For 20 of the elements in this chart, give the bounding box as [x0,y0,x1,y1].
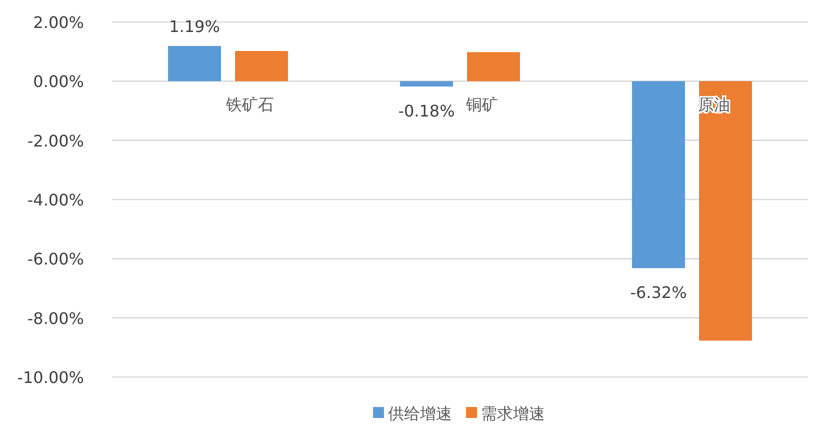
y-tick-label: -10.00% [17,368,84,387]
data-label: -6.32% [630,283,687,302]
bar [632,81,685,268]
y-tick-label: -8.00% [27,308,84,328]
y-tick-label: 0.00% [33,72,84,92]
bar [235,50,288,82]
x-tick-label: 铁矿石 [225,95,274,114]
bar [168,46,221,82]
legend-label: 供给增速 [388,404,452,423]
y-tick-label: -2.00% [27,131,84,150]
bar [467,52,520,82]
data-label: -0.18% [398,101,455,120]
legend-label: 需求增速 [481,404,545,423]
bar [400,81,453,86]
y-tick-label: -6.00% [27,250,84,269]
data-label: 1.19% [169,16,220,36]
bar [699,81,752,341]
x-tick-label: 铜矿 [465,95,498,114]
y-tick-label: 2.00% [33,13,84,32]
y-tick-label: -4.00% [27,190,84,210]
